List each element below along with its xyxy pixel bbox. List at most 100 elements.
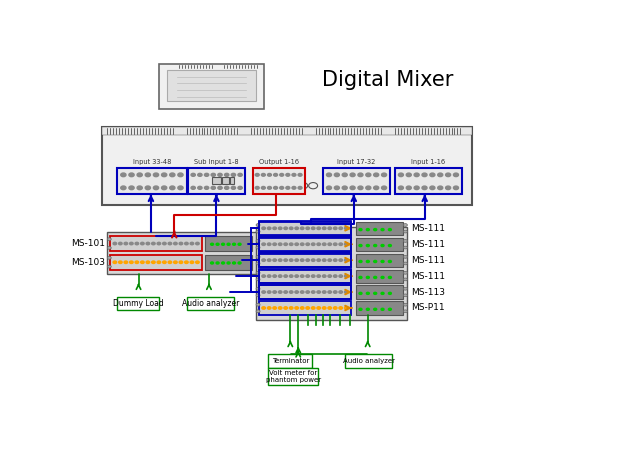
- Circle shape: [284, 227, 287, 230]
- Bar: [205, 255, 252, 270]
- Circle shape: [284, 243, 287, 245]
- Circle shape: [157, 261, 161, 264]
- Text: MS-103: MS-103: [71, 258, 105, 267]
- Circle shape: [334, 173, 339, 176]
- Circle shape: [388, 276, 392, 279]
- Circle shape: [227, 262, 230, 264]
- Circle shape: [168, 261, 172, 264]
- Circle shape: [358, 186, 363, 189]
- Circle shape: [145, 186, 150, 189]
- Circle shape: [185, 242, 188, 245]
- Circle shape: [161, 173, 167, 177]
- Circle shape: [339, 259, 342, 261]
- Circle shape: [255, 173, 259, 176]
- Circle shape: [273, 259, 276, 261]
- Circle shape: [278, 307, 282, 309]
- Circle shape: [342, 186, 348, 189]
- Bar: [356, 254, 403, 267]
- Circle shape: [374, 308, 377, 310]
- Circle shape: [273, 291, 276, 293]
- Circle shape: [108, 256, 111, 259]
- Circle shape: [256, 246, 260, 249]
- Circle shape: [262, 243, 266, 245]
- Circle shape: [256, 230, 260, 233]
- Circle shape: [268, 259, 271, 261]
- Bar: [324, 183, 333, 189]
- Circle shape: [262, 307, 266, 309]
- Circle shape: [388, 244, 392, 247]
- Circle shape: [232, 243, 236, 245]
- Text: MS-111: MS-111: [412, 224, 445, 233]
- Text: Sub Input 1-8: Sub Input 1-8: [195, 159, 239, 165]
- Circle shape: [295, 259, 298, 261]
- Circle shape: [198, 173, 202, 176]
- Circle shape: [344, 307, 348, 309]
- Circle shape: [344, 227, 348, 230]
- Circle shape: [374, 276, 377, 279]
- Text: Audio analyzer: Audio analyzer: [182, 299, 239, 308]
- Circle shape: [129, 173, 134, 177]
- Circle shape: [430, 173, 435, 176]
- Bar: [259, 237, 351, 252]
- Circle shape: [118, 242, 122, 245]
- Circle shape: [118, 261, 122, 264]
- Circle shape: [403, 278, 407, 281]
- Text: MS-101: MS-101: [71, 239, 105, 248]
- Circle shape: [381, 276, 384, 279]
- Bar: [259, 222, 351, 235]
- Bar: [222, 177, 228, 184]
- Circle shape: [284, 307, 287, 309]
- Circle shape: [323, 243, 326, 245]
- Circle shape: [295, 291, 298, 293]
- Circle shape: [374, 186, 379, 189]
- Circle shape: [278, 275, 282, 277]
- Text: MS-P11: MS-P11: [412, 303, 445, 312]
- Circle shape: [328, 259, 332, 261]
- Circle shape: [238, 262, 241, 264]
- Circle shape: [454, 186, 458, 189]
- Circle shape: [178, 173, 183, 177]
- Circle shape: [168, 242, 172, 245]
- Circle shape: [173, 261, 177, 264]
- Text: Dummy Load: Dummy Load: [113, 299, 164, 308]
- Circle shape: [278, 291, 282, 293]
- Circle shape: [403, 230, 407, 233]
- Circle shape: [403, 262, 407, 265]
- Circle shape: [221, 243, 225, 245]
- Circle shape: [317, 259, 321, 261]
- Circle shape: [381, 173, 387, 176]
- Circle shape: [141, 261, 144, 264]
- Circle shape: [406, 173, 412, 176]
- Bar: [259, 285, 351, 299]
- Circle shape: [366, 261, 369, 262]
- Circle shape: [344, 291, 348, 293]
- Text: Output 1-16: Output 1-16: [259, 159, 299, 165]
- Bar: [269, 368, 318, 385]
- Circle shape: [141, 242, 144, 245]
- Circle shape: [366, 244, 369, 247]
- Circle shape: [289, 307, 293, 309]
- Circle shape: [284, 259, 287, 261]
- Circle shape: [211, 262, 214, 264]
- Circle shape: [422, 186, 427, 189]
- Circle shape: [403, 294, 407, 297]
- Circle shape: [366, 186, 371, 189]
- Circle shape: [339, 275, 342, 277]
- Circle shape: [333, 307, 337, 309]
- Circle shape: [298, 173, 302, 176]
- Circle shape: [414, 186, 419, 189]
- Text: MS-111: MS-111: [412, 256, 445, 265]
- Circle shape: [170, 186, 175, 189]
- Circle shape: [108, 265, 111, 268]
- Circle shape: [121, 173, 126, 177]
- Circle shape: [398, 173, 403, 176]
- Circle shape: [306, 307, 310, 309]
- Bar: [253, 168, 305, 194]
- Bar: [259, 253, 351, 267]
- Circle shape: [256, 262, 260, 265]
- Circle shape: [121, 186, 126, 189]
- Circle shape: [381, 244, 384, 247]
- Circle shape: [256, 224, 260, 226]
- Circle shape: [225, 186, 229, 189]
- Circle shape: [306, 259, 310, 261]
